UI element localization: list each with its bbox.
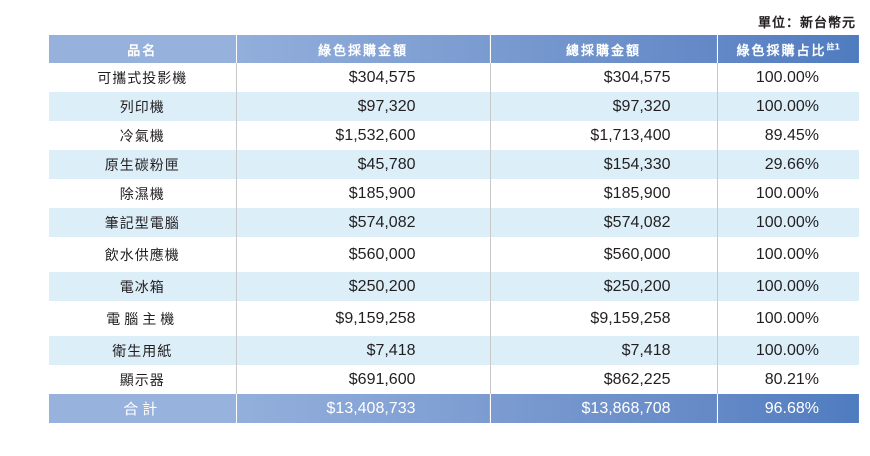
green-amount: $9,159,258 (236, 301, 491, 336)
total-green-ratio: 96.68% (717, 394, 859, 423)
table-row: 冷氣機 $1,532,600 $1,713,400 89.45% (49, 121, 859, 150)
green-ratio: 100.00% (755, 245, 819, 263)
footnote-marker: 註1 (826, 42, 841, 52)
header-item: 品名 (49, 35, 237, 63)
green-amount: $304,575 (236, 63, 491, 92)
total-label: 合計 (49, 394, 237, 423)
total-amount: $1,713,400 (490, 121, 718, 150)
item-name: 顯示器 (49, 365, 237, 394)
total-amount: $185,900 (490, 179, 718, 208)
table-row: 顯示器 $691,600 $862,225 80.21% (49, 365, 859, 394)
table-row: 除濕機 $185,900 $185,900 100.00% (49, 179, 859, 208)
total-amount: $304,575 (490, 63, 718, 92)
green-amount: $250,200 (236, 272, 491, 301)
green-ratio: 29.66% (717, 150, 859, 179)
item-name: 原生碳粉匣 (49, 150, 237, 179)
total-green-amount: $13,408,733 (236, 394, 491, 423)
header-green-ratio-label: 綠色採購占比 (736, 43, 827, 59)
item-name: 筆記型電腦 (49, 208, 237, 237)
item-name: 衛生用紙 (49, 336, 237, 365)
green-ratio: 80.21% (764, 370, 819, 388)
green-procurement-table: 品名 綠色採購金額 總採購金額 綠色採購占比註1 可攜式投影機 $304,575… (49, 35, 859, 423)
green-amount: $560,000 (236, 237, 491, 272)
item-name: 飲水供應機 (49, 237, 237, 272)
green-amount: $45,780 (236, 150, 491, 179)
table-row: 筆記型電腦 $574,082 $574,082 100.00% (49, 208, 859, 237)
total-amount: $560,000 (490, 237, 718, 272)
header-green-ratio: 綠色採購占比註1 (717, 35, 859, 63)
table-row: 電腦主機 $9,159,258 $9,159,258 100.00% (49, 301, 859, 336)
green-ratio: 100.00% (717, 336, 859, 365)
table-row: 電冰箱 $250,200 $250,200 100.00% (49, 272, 859, 301)
green-amount: $574,082 (236, 208, 491, 237)
total-amount: $97,320 (490, 92, 718, 121)
green-ratio: 100.00% (755, 184, 819, 202)
table-row: 衛生用紙 $7,418 $7,418 100.00% (49, 336, 859, 365)
total-total-amount: $13,868,708 (490, 394, 718, 423)
total-amount: $574,082 (490, 208, 718, 237)
table-header-row: 品名 綠色採購金額 總採購金額 綠色採購占比註1 (49, 35, 859, 63)
green-ratio: 100.00% (717, 208, 859, 237)
green-amount: $185,900 (236, 179, 491, 208)
green-ratio: 100.00% (755, 309, 819, 327)
unit-label: 單位：新台幣元 (757, 16, 856, 31)
total-amount: $250,200 (490, 272, 718, 301)
green-ratio: 89.45% (764, 126, 819, 144)
table-row: 飲水供應機 $560,000 $560,000 100.00% (49, 237, 859, 272)
green-ratio: 100.00% (717, 92, 859, 121)
item-name: 可攜式投影機 (49, 63, 237, 92)
item-name: 電冰箱 (49, 272, 237, 301)
table-row: 原生碳粉匣 $45,780 $154,330 29.66% (49, 150, 859, 179)
total-amount: $9,159,258 (490, 301, 718, 336)
green-amount: $1,532,600 (236, 121, 491, 150)
green-amount: $7,418 (236, 336, 491, 365)
total-amount: $7,418 (490, 336, 718, 365)
green-ratio: 100.00% (755, 68, 819, 86)
item-name: 電腦主機 (49, 301, 237, 336)
green-amount: $97,320 (236, 92, 491, 121)
item-name: 列印機 (49, 92, 237, 121)
green-ratio: 100.00% (717, 272, 859, 301)
table-row: 列印機 $97,320 $97,320 100.00% (49, 92, 859, 121)
green-amount: $691,600 (236, 365, 491, 394)
item-name: 冷氣機 (49, 121, 237, 150)
total-amount: $862,225 (490, 365, 718, 394)
total-row: 合計 $13,408,733 $13,868,708 96.68% (49, 394, 859, 423)
item-name: 除濕機 (49, 179, 237, 208)
header-total-amount: 總採購金額 (490, 35, 718, 63)
header-green-amount: 綠色採購金額 (236, 35, 491, 63)
table-row: 可攜式投影機 $304,575 $304,575 100.00% (49, 63, 859, 92)
total-amount: $154,330 (490, 150, 718, 179)
